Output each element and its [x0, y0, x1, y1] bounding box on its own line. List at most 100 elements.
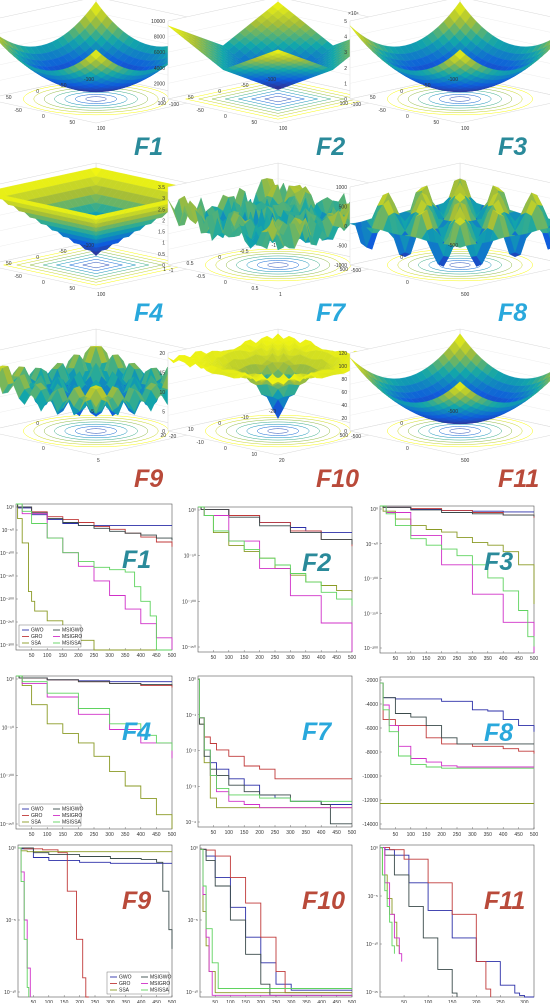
x-tick-label: 50: [29, 653, 35, 659]
contour-ring: [43, 253, 149, 277]
z-exponent-label: ×10⁴: [348, 11, 359, 17]
y-tick-label: 50: [6, 95, 12, 101]
chart-title: F10: [302, 887, 345, 915]
contour-ring: [43, 87, 149, 111]
y-tick-label: -100: [84, 243, 94, 249]
function-label: F1: [134, 133, 163, 161]
plot-frame: [379, 676, 535, 830]
legend-entry: MSISSA: [62, 641, 82, 647]
legend-entry: MSIGRO: [150, 981, 170, 987]
z-tick-label: 3: [344, 50, 347, 56]
y-tick-label: 10⁰: [370, 507, 378, 513]
y-tick-label: -10: [241, 415, 248, 421]
surface-panel-f3: 5 4 3 2 1 0 ×10⁴ 100 50 0 -50 -100 -100 -50 0 50 100 F3: [340, 0, 550, 161]
contour-ring: [29, 250, 163, 280]
x-tick-label: 5: [97, 458, 100, 464]
x-tick-label: -0.5: [197, 274, 206, 280]
contour-ring: [256, 260, 300, 270]
contour-ring: [238, 90, 318, 108]
z-tick-label: 0: [344, 97, 347, 103]
legend-entry: MSIGWO: [62, 628, 83, 634]
surface-facet: [90, 214, 102, 220]
x-tick-label: 300: [468, 656, 477, 662]
x-tick-label: -50: [197, 108, 204, 114]
x-tick-label: -20: [169, 434, 176, 440]
y-tick-label: 10⁻⁵: [188, 918, 198, 924]
contour-ring: [251, 92, 305, 106]
y-tick-label: -2000: [365, 678, 378, 684]
y-tick-label: 10⁻¹⁵: [366, 990, 378, 996]
y-tick-label: -5: [90, 409, 95, 415]
y-tick-label: 10⁰: [6, 505, 14, 511]
function-label: F8: [498, 299, 527, 327]
z-tick-label: 5: [162, 410, 165, 416]
legend-entry: GRO: [31, 813, 43, 819]
x-tick-label: 150: [240, 655, 249, 661]
y-tick-label: 10⁻²⁰⁰: [364, 646, 378, 652]
convergence-chart-f3: 50 100 150 200 250 300 350 400 450 500 10⁰ 10⁻⁵⁰ 10⁻…: [364, 505, 539, 662]
x-tick-label: 450: [514, 832, 523, 838]
legend-entry: GWO: [119, 975, 132, 981]
chart-title: F3: [484, 548, 513, 576]
x-tick-label: 450: [152, 832, 161, 838]
legend-entry: GRO: [31, 634, 43, 640]
y-tick-label: 10⁻¹⁰: [366, 942, 378, 948]
contour-ring: [64, 91, 128, 107]
x-tick-label: 300: [286, 830, 295, 836]
surface-mesh: [0, 167, 207, 256]
surface-panel-f1: 21.510.50×10⁴100500-50-100-100-50050100F…: [0, 0, 207, 161]
y-tick-label: 10⁻⁴: [186, 820, 196, 826]
y-tick-label: 10⁰: [370, 846, 378, 852]
y-tick-label: 10⁻⁵⁰: [184, 554, 196, 560]
x-tick-label: 1: [279, 292, 282, 298]
x-tick-label: 20: [279, 458, 285, 464]
z-tick-label: 0: [344, 224, 347, 230]
contour-ring: [428, 91, 492, 107]
function-label: F3: [498, 133, 527, 161]
x-tick-label: 200: [437, 832, 446, 838]
z-tick-label: 5: [344, 19, 347, 25]
y-tick-label: 100: [340, 101, 349, 107]
z-tick-label: 2: [344, 66, 347, 72]
x-tick-label: 500: [461, 458, 470, 464]
x-tick-label: 150: [59, 653, 68, 659]
x-tick-label: 400: [137, 653, 146, 659]
y-tick-label: 500: [340, 433, 349, 439]
z-tick-label: 20: [341, 416, 347, 422]
x-tick-label: 100: [461, 126, 470, 132]
x-tick-label: 400: [499, 656, 508, 662]
contour-ring: [54, 89, 138, 109]
contour-ring: [16, 247, 176, 283]
x-tick-label: 500: [530, 656, 539, 662]
y-tick-label: -500: [448, 243, 458, 249]
y-tick-label: 0: [218, 89, 221, 95]
y-tick-label: 0: [218, 255, 221, 261]
x-tick-label: 0: [406, 446, 409, 452]
y-tick-label: 10⁻³⁰⁰: [0, 643, 14, 649]
x-tick-label: 450: [514, 656, 523, 662]
x-tick-label: 150: [240, 830, 249, 836]
x-tick-label: 50: [252, 120, 258, 126]
x-tick-label: 450: [332, 655, 341, 661]
z-tick-label: 2: [162, 218, 165, 224]
z-tick-label: 10: [159, 390, 165, 396]
x-tick-label: 100: [43, 832, 52, 838]
y-tick-label: 10⁰: [188, 508, 196, 514]
x-tick-label: 0: [224, 446, 227, 452]
contour-ring: [85, 96, 107, 102]
x-tick-label: 250: [90, 653, 99, 659]
y-tick-label: 0: [400, 255, 403, 261]
x-tick-label: 500: [348, 655, 357, 661]
y-tick-label: 0: [400, 421, 403, 427]
x-tick-label: 300: [468, 832, 477, 838]
x-tick-label: 0: [42, 446, 45, 452]
x-tick-label: 500: [461, 292, 470, 298]
x-tick-label: 250: [271, 655, 280, 661]
contour-ring: [74, 94, 118, 104]
z-tick-label: 2.5: [158, 207, 165, 213]
y-tick-label: 0: [36, 421, 39, 427]
y-tick-label: -50: [241, 83, 248, 89]
x-tick-label: 300: [105, 832, 114, 838]
z-tick-label: 0.5: [158, 252, 165, 258]
